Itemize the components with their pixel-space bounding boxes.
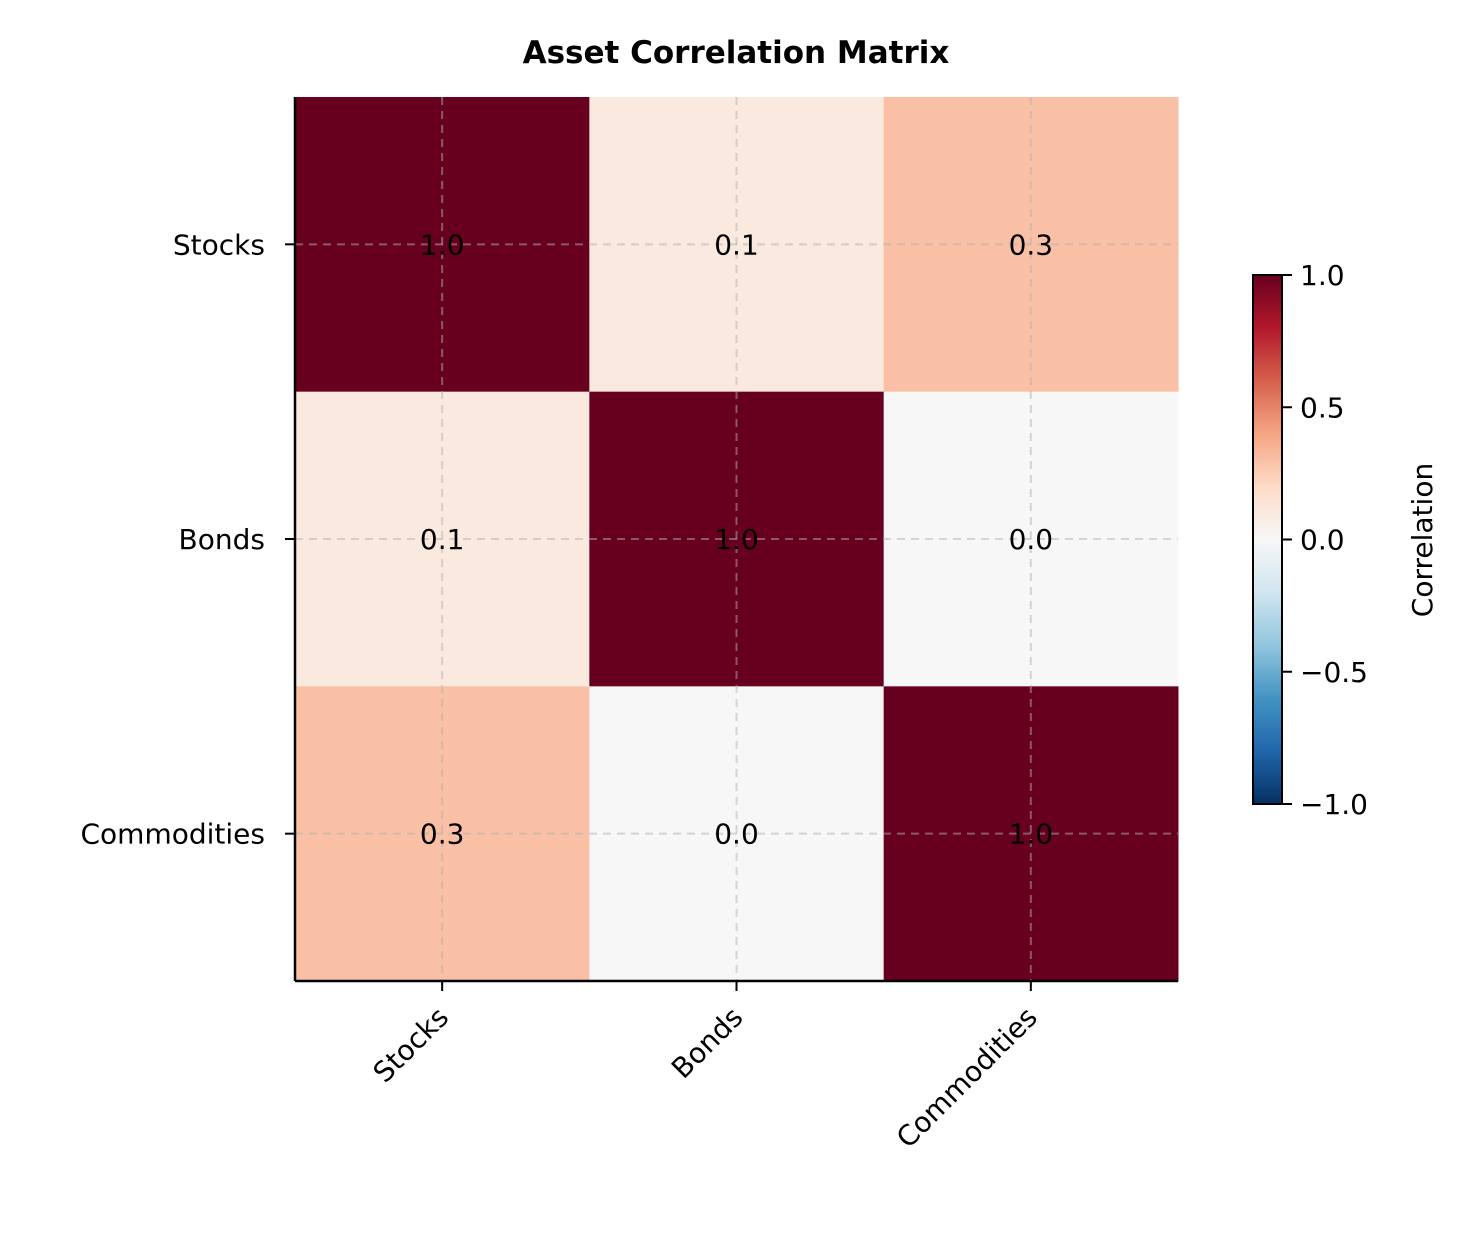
x-tick-label: Bonds — [665, 1001, 749, 1085]
colorbar-label: Correlation — [1406, 463, 1439, 617]
y-tick-label: Stocks — [173, 228, 265, 261]
cell-value-label: 0.1 — [714, 228, 759, 261]
y-tick-label: Commodities — [81, 818, 266, 851]
colorbar-tick-label: 0.0 — [1300, 524, 1345, 557]
cell-value-label: 0.0 — [714, 818, 759, 851]
cell-value-label: 0.3 — [420, 818, 465, 851]
colorbar-tick-label: −1.0 — [1300, 788, 1368, 821]
x-tick-label: Stocks — [367, 1001, 455, 1089]
chart-title: Asset Correlation Matrix — [523, 35, 950, 71]
y-tick-label: Bonds — [179, 523, 265, 556]
cell-value-label: 0.0 — [1009, 523, 1054, 556]
colorbar — [1252, 274, 1283, 805]
cell-value-label: 1.0 — [420, 228, 465, 261]
x-tick-label: Commodities — [890, 1001, 1044, 1155]
cell-value-label: 0.3 — [1009, 228, 1054, 261]
colorbar-tick-label: −0.5 — [1300, 656, 1368, 689]
cell-value-label: 0.1 — [420, 523, 465, 556]
cell-value-label: 1.0 — [1009, 818, 1054, 851]
colorbar-tick-label: 1.0 — [1300, 259, 1345, 292]
cell-value-label: 1.0 — [714, 523, 759, 556]
colorbar-tick-label: 0.5 — [1300, 391, 1345, 424]
